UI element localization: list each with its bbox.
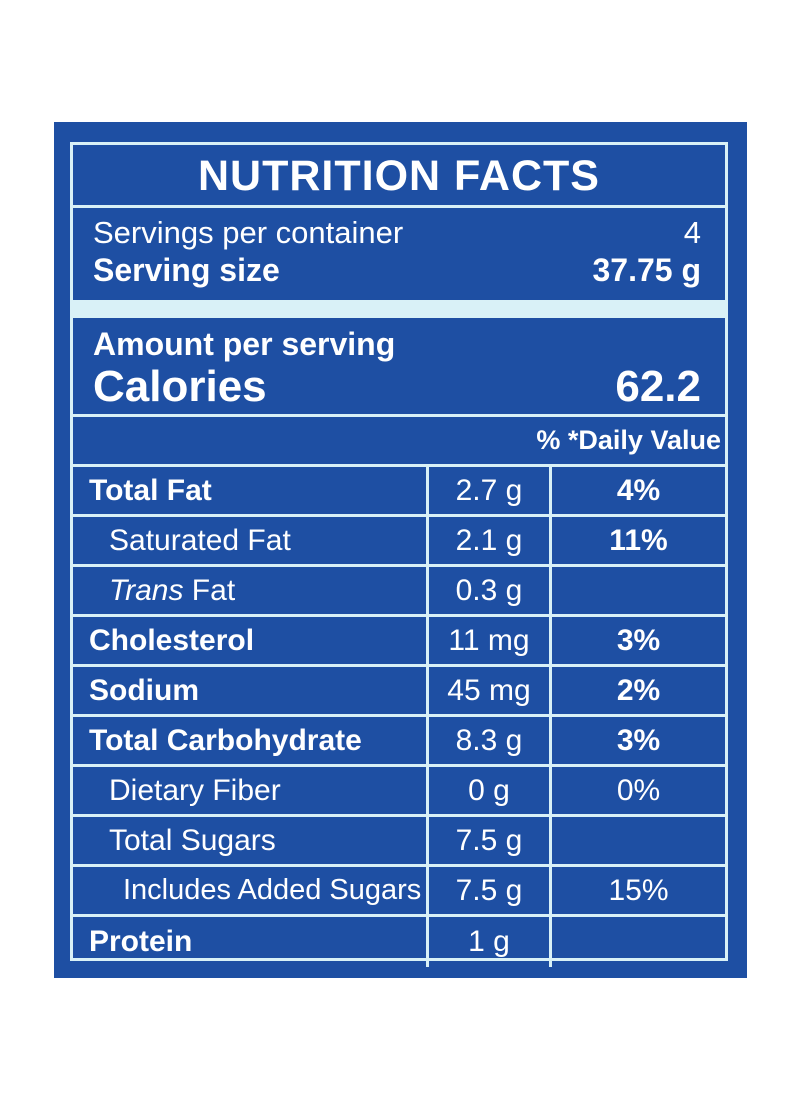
nutrient-daily-value (552, 917, 725, 967)
calories-value: 62.2 (615, 362, 701, 411)
servings-per-container-label: Servings per container (93, 215, 404, 250)
nutrient-name: Total Carbohydrate (73, 717, 429, 764)
table-row: Protein 1 g (73, 917, 725, 967)
table-row: Total Carbohydrate 8.3 g 3% (73, 717, 725, 767)
nutrient-amount: 1 g (429, 917, 552, 967)
nutrient-amount: 45 mg (429, 667, 552, 714)
nutrient-amount: 7.5 g (429, 817, 552, 864)
nutrient-daily-value: 4% (616, 473, 661, 507)
nutrient-amount: 0.3 g (429, 567, 552, 614)
calories-label: Calories (93, 362, 267, 411)
nutrition-label-panel: NUTRITION FACTS Servings per container 4… (54, 122, 747, 978)
nutrient-daily-value: 0% (616, 773, 661, 807)
servings-per-container-value: 4 (683, 215, 701, 250)
daily-value-header: % *Daily Value (536, 425, 721, 455)
nutrient-name: Cholesterol (73, 617, 429, 664)
table-row: Trans Fat 0.3 g (73, 567, 725, 617)
nutrient-name: Dietary Fiber (73, 767, 429, 814)
nutrient-rows: Total Fat 2.7 g 4% Saturated Fat 2.1 g 1… (73, 467, 725, 967)
nutrient-name: Includes Added Sugars (73, 867, 429, 914)
nutrient-daily-value: 15% (608, 873, 669, 907)
nutrient-daily-value (552, 817, 725, 864)
nutrient-daily-value (552, 567, 725, 614)
table-row: Cholesterol 11 mg 3% (73, 617, 725, 667)
table-row: Sodium 45 mg 2% (73, 667, 725, 717)
table-row: Includes Added Sugars 7.5 g 15% (73, 867, 725, 917)
table-row: Total Sugars 7.5 g (73, 817, 725, 867)
nutrient-amount: 7.5 g (429, 867, 552, 914)
nutrient-name: Sodium (73, 667, 429, 714)
nutrient-name: Total Sugars (73, 817, 429, 864)
nutrient-name: Protein (73, 917, 429, 967)
nutrient-amount: 8.3 g (429, 717, 552, 764)
amount-per-serving-label: Amount per serving (93, 326, 396, 362)
trans-suffix: Fat (183, 573, 236, 607)
nutrient-name: Total Fat (73, 467, 429, 514)
trans-prefix: Trans (109, 573, 184, 607)
servings-section: Servings per container 4 Serving size 37… (73, 208, 725, 300)
nutrient-daily-value: 3% (616, 623, 661, 657)
nutrient-amount: 0 g (429, 767, 552, 814)
nutrition-facts-title: NUTRITION FACTS (198, 152, 600, 200)
nutrient-amount: 2.1 g (429, 517, 552, 564)
thick-divider (73, 300, 725, 318)
nutrient-daily-value: 3% (616, 723, 661, 757)
serving-size-line: Serving size 37.75 g (93, 252, 701, 289)
table-row: Dietary Fiber 0 g 0% (73, 767, 725, 817)
serving-size-value: 37.75 g (592, 252, 701, 288)
nutrition-facts-table: NUTRITION FACTS Servings per container 4… (70, 142, 728, 967)
nutrient-daily-value: 11% (609, 523, 668, 557)
daily-value-header-row: % *Daily Value (73, 417, 725, 467)
title-row: NUTRITION FACTS (73, 145, 725, 208)
serving-size-label: Serving size (93, 252, 280, 288)
nutrient-name: Trans Fat (73, 567, 429, 614)
nutrient-amount: 11 mg (429, 617, 552, 664)
nutrient-daily-value: 2% (616, 673, 661, 707)
servings-per-container-line: Servings per container 4 (93, 215, 701, 251)
table-row: Total Fat 2.7 g 4% (73, 467, 725, 517)
nutrient-name: Saturated Fat (73, 517, 429, 564)
nutrient-amount: 2.7 g (429, 467, 552, 514)
table-row: Saturated Fat 2.1 g 11% (73, 517, 725, 567)
calories-section: Amount per serving Calories 62.2 (73, 318, 725, 417)
calories-line: Calories 62.2 (93, 362, 701, 412)
